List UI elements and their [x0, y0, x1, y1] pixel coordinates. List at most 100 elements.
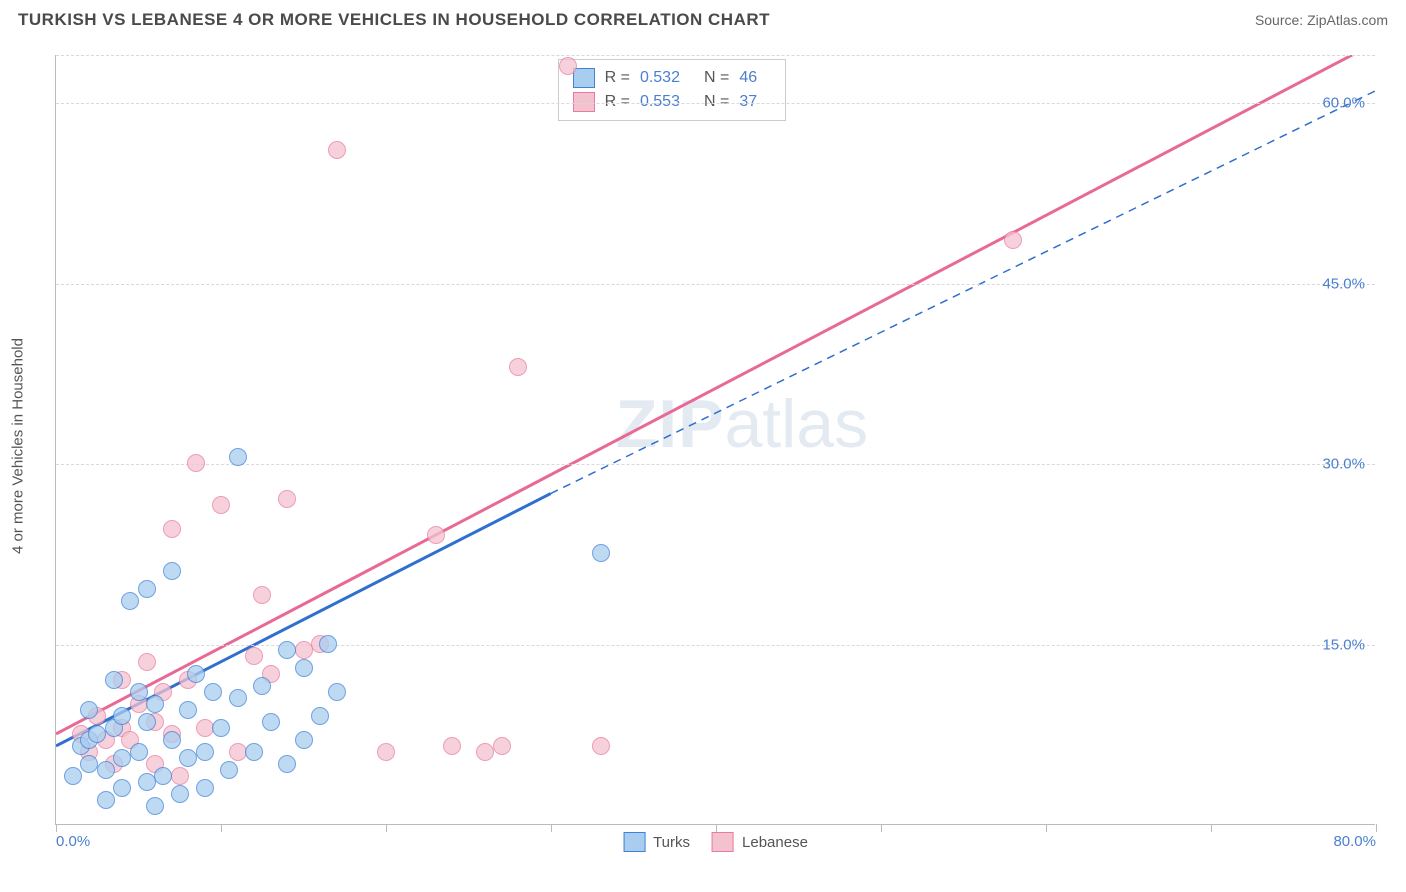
- y-tick-label: 30.0%: [1322, 456, 1365, 473]
- x-tick: [1046, 824, 1047, 832]
- x-tick-label: 80.0%: [1333, 833, 1376, 850]
- point-turks: [319, 635, 337, 653]
- swatch-lebanese-icon: [712, 832, 734, 852]
- watermark-light: atlas: [724, 386, 868, 462]
- point-turks: [278, 641, 296, 659]
- point-lebanese: [427, 526, 445, 544]
- point-lebanese: [443, 737, 461, 755]
- point-turks: [163, 562, 181, 580]
- stat-r-label: R =: [605, 66, 630, 90]
- watermark: ZIPatlas: [616, 385, 868, 463]
- legend-item-turks: Turks: [623, 832, 690, 852]
- point-turks: [138, 580, 156, 598]
- point-turks: [88, 725, 106, 743]
- trend-lines: [56, 55, 1375, 824]
- source-label: Source: ZipAtlas.com: [1255, 12, 1388, 28]
- point-turks: [146, 797, 164, 815]
- point-turks: [163, 731, 181, 749]
- stat-n-label: N =: [704, 90, 729, 114]
- gridline-h: [56, 55, 1375, 56]
- point-lebanese: [253, 586, 271, 604]
- x-tick: [56, 824, 57, 832]
- point-turks: [105, 671, 123, 689]
- swatch-turks-icon: [573, 68, 595, 88]
- point-lebanese: [559, 57, 577, 75]
- stat-n-lebanese: 37: [739, 90, 757, 114]
- point-turks: [64, 767, 82, 785]
- x-tick: [386, 824, 387, 832]
- chart-title: TURKISH VS LEBANESE 4 OR MORE VEHICLES I…: [18, 10, 770, 30]
- y-tick-label: 60.0%: [1322, 95, 1365, 112]
- swatch-lebanese-icon: [573, 92, 595, 112]
- point-lebanese: [1004, 231, 1022, 249]
- stats-row-turks: R = 0.532 N = 46: [573, 66, 772, 90]
- point-turks: [138, 773, 156, 791]
- y-tick-label: 45.0%: [1322, 275, 1365, 292]
- point-lebanese: [196, 719, 214, 737]
- point-turks: [295, 659, 313, 677]
- point-turks: [262, 713, 280, 731]
- point-lebanese: [138, 653, 156, 671]
- point-lebanese: [229, 743, 247, 761]
- x-tick-label: 0.0%: [56, 833, 90, 850]
- point-lebanese: [187, 454, 205, 472]
- stat-r-label: R =: [605, 90, 630, 114]
- stat-r-turks: 0.532: [640, 66, 680, 90]
- x-tick: [716, 824, 717, 832]
- point-turks: [245, 743, 263, 761]
- point-lebanese: [163, 520, 181, 538]
- point-turks: [328, 683, 346, 701]
- point-lebanese: [171, 767, 189, 785]
- bottom-legend: Turks Lebanese: [623, 832, 808, 852]
- x-tick: [881, 824, 882, 832]
- point-turks: [220, 761, 238, 779]
- gridline-h: [56, 464, 1375, 465]
- title-bar: TURKISH VS LEBANESE 4 OR MORE VEHICLES I…: [0, 0, 1406, 36]
- point-turks: [196, 779, 214, 797]
- point-turks: [229, 448, 247, 466]
- point-turks: [138, 713, 156, 731]
- point-turks: [80, 701, 98, 719]
- point-turks: [196, 743, 214, 761]
- point-turks: [311, 707, 329, 725]
- stat-n-turks: 46: [739, 66, 757, 90]
- x-tick: [551, 824, 552, 832]
- point-lebanese: [377, 743, 395, 761]
- point-lebanese: [328, 141, 346, 159]
- point-turks: [113, 749, 131, 767]
- legend-item-lebanese: Lebanese: [712, 832, 808, 852]
- x-tick: [1211, 824, 1212, 832]
- point-turks: [592, 544, 610, 562]
- swatch-turks-icon: [623, 832, 645, 852]
- point-turks: [113, 707, 131, 725]
- x-tick: [1376, 824, 1377, 832]
- point-lebanese: [476, 743, 494, 761]
- point-lebanese: [245, 647, 263, 665]
- chart-area: ZIPatlas R = 0.532 N = 46 R = 0.553 N = …: [55, 55, 1375, 825]
- point-lebanese: [493, 737, 511, 755]
- stats-legend-box: R = 0.532 N = 46 R = 0.553 N = 37: [558, 59, 787, 121]
- watermark-bold: ZIP: [616, 386, 725, 462]
- point-turks: [97, 791, 115, 809]
- point-turks: [253, 677, 271, 695]
- gridline-h: [56, 645, 1375, 646]
- point-turks: [113, 779, 131, 797]
- x-tick: [221, 824, 222, 832]
- point-lebanese: [592, 737, 610, 755]
- point-turks: [187, 665, 205, 683]
- point-turks: [295, 731, 313, 749]
- stat-n-label: N =: [704, 66, 729, 90]
- point-turks: [179, 749, 197, 767]
- point-turks: [154, 767, 172, 785]
- legend-label-turks: Turks: [653, 834, 690, 851]
- point-turks: [179, 701, 197, 719]
- point-turks: [130, 683, 148, 701]
- point-lebanese: [278, 490, 296, 508]
- point-turks: [121, 592, 139, 610]
- legend-label-lebanese: Lebanese: [742, 834, 808, 851]
- stat-r-lebanese: 0.553: [640, 90, 680, 114]
- gridline-h: [56, 103, 1375, 104]
- point-turks: [97, 761, 115, 779]
- point-turks: [146, 695, 164, 713]
- point-turks: [278, 755, 296, 773]
